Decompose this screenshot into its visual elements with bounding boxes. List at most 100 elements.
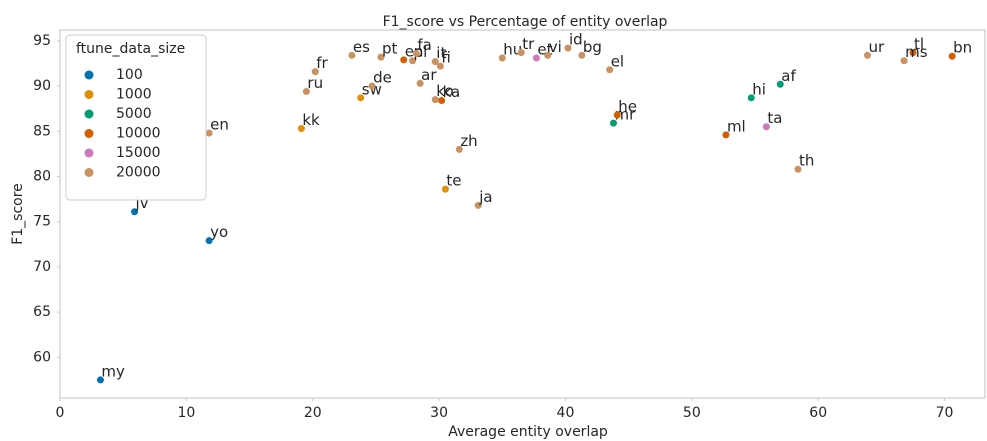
point bbox=[900, 57, 908, 65]
x-tick-label: 50 bbox=[683, 405, 701, 421]
point-label: ru bbox=[307, 74, 323, 92]
point bbox=[776, 80, 784, 88]
point-label: fa bbox=[417, 36, 431, 54]
point-label: fi bbox=[441, 49, 450, 67]
legend-label: 100 bbox=[116, 67, 143, 83]
legend-marker bbox=[84, 129, 94, 138]
point-label: vi bbox=[549, 38, 562, 56]
point bbox=[205, 129, 213, 137]
point bbox=[302, 87, 310, 95]
x-tick-label: 70 bbox=[936, 405, 954, 421]
x-axis-label: Average entity overlap bbox=[448, 424, 608, 440]
point-label: hi bbox=[752, 80, 766, 98]
point bbox=[368, 82, 376, 90]
legend-marker bbox=[84, 90, 94, 99]
point bbox=[412, 50, 420, 58]
legend-label: 5000 bbox=[116, 106, 152, 122]
point-label: ml bbox=[727, 117, 746, 135]
point bbox=[96, 376, 104, 384]
point-label: ko bbox=[436, 82, 453, 100]
point-label: ta bbox=[767, 109, 782, 127]
legend-label: 1000 bbox=[116, 87, 152, 103]
y-tick-label: 80 bbox=[33, 168, 51, 184]
legend-marker bbox=[84, 148, 94, 158]
point-label: de bbox=[373, 69, 392, 87]
point-label: id bbox=[569, 31, 583, 49]
point-label: he bbox=[618, 97, 637, 115]
point-label: ms bbox=[905, 43, 928, 61]
y-tick-label: 85 bbox=[33, 123, 51, 139]
point-label: tl bbox=[914, 35, 924, 53]
point-label: ka bbox=[443, 83, 461, 101]
x-tick-label: 60 bbox=[809, 405, 827, 421]
x-tick-label: 20 bbox=[304, 405, 322, 421]
point bbox=[357, 94, 365, 102]
chart-title: F1_score vs Percentage of entity overlap bbox=[383, 14, 668, 30]
legend-marker bbox=[84, 70, 94, 80]
legend-label: 15000 bbox=[116, 145, 161, 161]
point-label: hu bbox=[503, 41, 522, 59]
point-label: es bbox=[353, 38, 370, 56]
point-label: yo bbox=[210, 223, 228, 241]
point bbox=[544, 51, 552, 59]
legend-title: ftune_data_size bbox=[76, 41, 185, 57]
legend-box bbox=[65, 34, 207, 201]
point bbox=[517, 49, 525, 57]
y-tick-label: 60 bbox=[33, 349, 51, 365]
point bbox=[131, 208, 139, 216]
point bbox=[794, 165, 802, 173]
point-label: ur bbox=[868, 38, 885, 56]
point-label: my bbox=[101, 362, 125, 380]
point bbox=[436, 62, 444, 70]
point-label: ja bbox=[478, 188, 492, 206]
point bbox=[762, 123, 770, 131]
point-label: bn bbox=[953, 39, 972, 57]
point bbox=[409, 57, 417, 65]
point bbox=[455, 145, 463, 153]
point bbox=[609, 119, 617, 127]
point-label: af bbox=[781, 67, 796, 85]
point bbox=[532, 54, 540, 62]
point bbox=[431, 96, 439, 104]
point-label: tr bbox=[522, 35, 535, 53]
point-label: fr bbox=[316, 54, 328, 72]
point bbox=[416, 79, 424, 87]
point-label: kk bbox=[302, 111, 320, 129]
point bbox=[948, 52, 956, 60]
plot-frame bbox=[59, 29, 986, 399]
point bbox=[311, 68, 319, 76]
point bbox=[606, 66, 614, 74]
point-label: en bbox=[210, 116, 229, 134]
legend-marker bbox=[84, 109, 94, 119]
x-tick-label: 30 bbox=[430, 405, 448, 421]
y-tick-label: 90 bbox=[33, 78, 51, 94]
point-label: ar bbox=[421, 66, 437, 84]
legend-label: 10000 bbox=[116, 126, 161, 142]
point-label: bg bbox=[583, 38, 602, 56]
point-label: pt bbox=[382, 40, 398, 58]
point bbox=[909, 49, 917, 57]
y-tick-label: 65 bbox=[33, 304, 51, 320]
point bbox=[863, 51, 871, 59]
point bbox=[498, 54, 506, 62]
y-tick-label: 70 bbox=[33, 259, 51, 275]
legend-marker bbox=[84, 168, 94, 177]
point-label: te bbox=[446, 172, 461, 190]
point bbox=[747, 94, 755, 102]
point-label: it bbox=[436, 44, 446, 62]
point-label: th bbox=[799, 152, 814, 170]
point bbox=[438, 97, 446, 105]
y-tick-label: 95 bbox=[33, 33, 51, 49]
x-tick-label: 40 bbox=[557, 405, 575, 421]
point bbox=[578, 51, 586, 59]
point bbox=[205, 237, 213, 245]
legend-label: 20000 bbox=[116, 165, 161, 181]
y-axis-label: F1_score bbox=[10, 183, 26, 245]
x-tick-label: 10 bbox=[177, 405, 195, 421]
point bbox=[564, 44, 572, 52]
point-label: el bbox=[611, 52, 624, 70]
point bbox=[400, 56, 408, 64]
point bbox=[613, 111, 621, 119]
point-label: mr bbox=[614, 106, 636, 124]
